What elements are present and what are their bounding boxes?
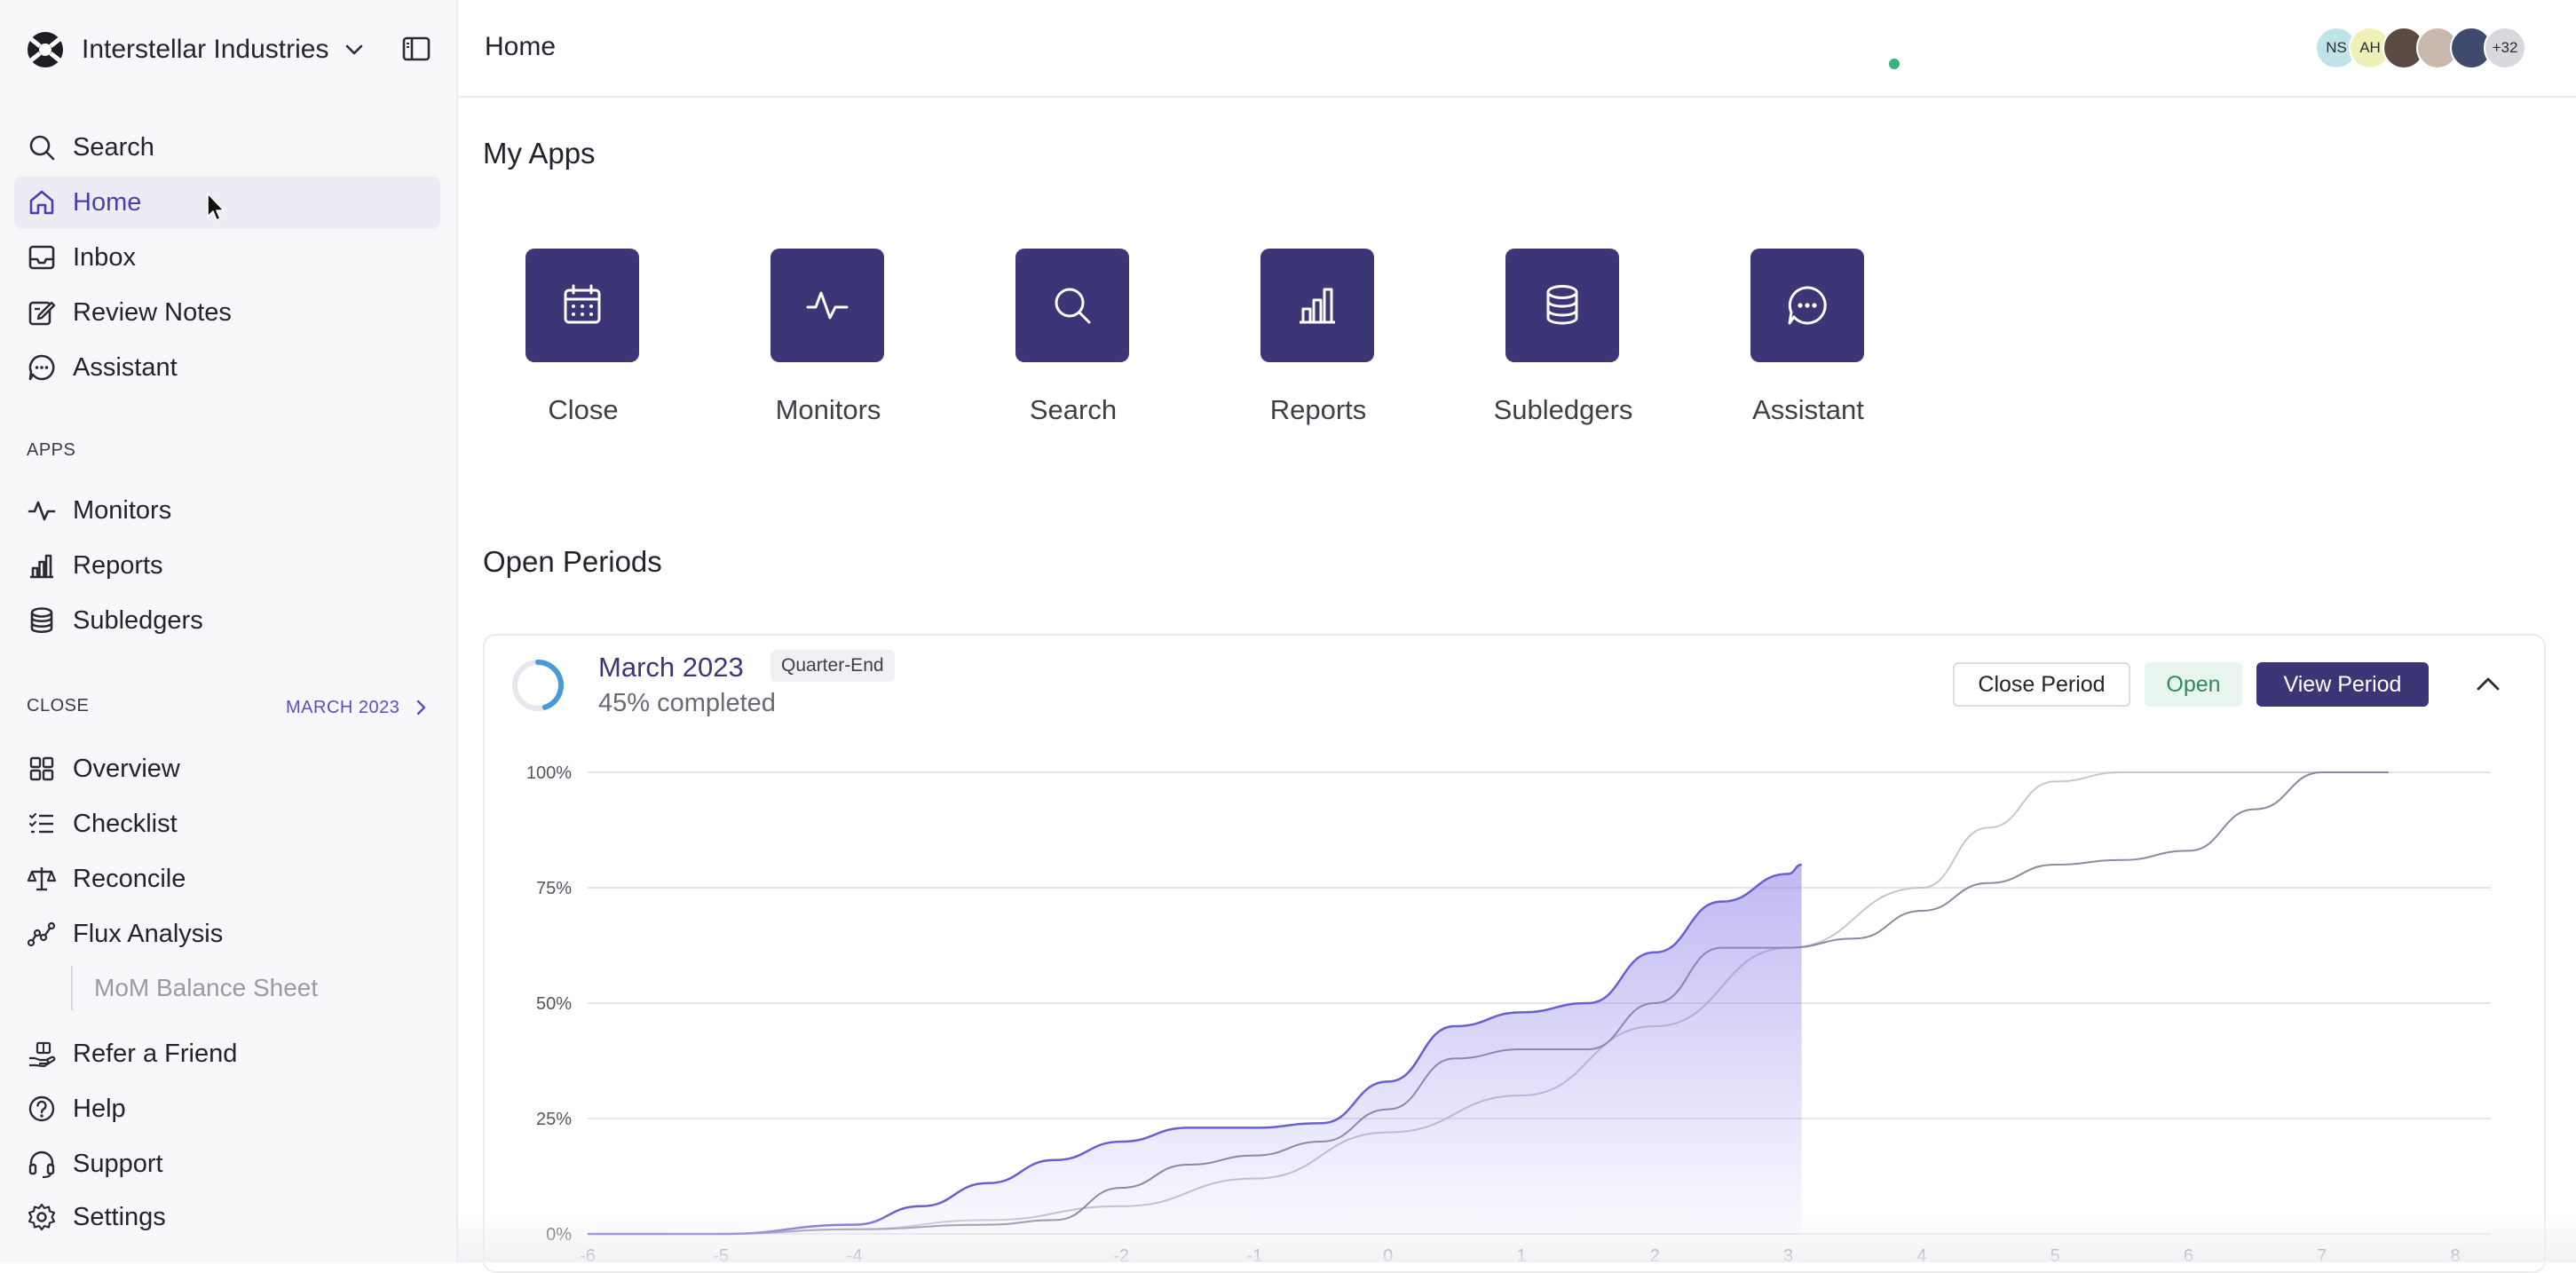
- close-period-link[interactable]: MARCH 2023: [286, 692, 431, 723]
- app-label: Monitors: [775, 394, 881, 425]
- pulse-icon: [28, 501, 56, 521]
- database-icon: [30, 607, 53, 634]
- avatar-initials: NS: [2326, 39, 2347, 56]
- avatar-initials: AH: [2359, 39, 2381, 56]
- trend-icon: [27, 921, 56, 947]
- help-icon: [28, 1095, 55, 1122]
- bar-chart-icon: [30, 554, 53, 579]
- top-bar: Home NS AH +32: [458, 0, 2576, 98]
- sidebar-item-home[interactable]: Home: [14, 176, 440, 229]
- sidebar-item-label: Flux Analysis: [73, 919, 224, 948]
- sidebar-item-label: Reports: [73, 550, 163, 580]
- sidebar-item-reports[interactable]: Reports: [14, 539, 440, 592]
- sidebar-item-settings[interactable]: Settings: [14, 1190, 440, 1244]
- close-period-label: MARCH 2023: [286, 697, 400, 717]
- headset-icon: [28, 1150, 55, 1179]
- page-title: Home: [485, 32, 557, 61]
- sidebar-item-search[interactable]: Search: [14, 121, 440, 174]
- sidebar-item-monitors[interactable]: Monitors: [14, 484, 440, 537]
- app-tile-search[interactable]: Search: [989, 247, 1158, 442]
- sidebar-item-overview[interactable]: Overview: [14, 742, 440, 795]
- app-label: Assistant: [1752, 394, 1864, 425]
- sidebar-item-label: Review Notes: [73, 297, 232, 327]
- home-icon: [29, 190, 54, 215]
- sidebar-item-label: Inbox: [73, 242, 136, 272]
- app-label: Close: [548, 394, 619, 425]
- period-progress-text: 45% completed: [598, 689, 776, 717]
- mouse-cursor-icon: [207, 193, 225, 221]
- sidebar-item-reconcile[interactable]: Reconcile: [14, 852, 440, 905]
- sidebar-item-help[interactable]: Help: [14, 1082, 440, 1135]
- sidebar-item-support[interactable]: Support: [14, 1137, 440, 1190]
- app-tile-subledgers[interactable]: Subledgers: [1479, 247, 1648, 442]
- progress-ring: [512, 660, 564, 711]
- period-type-badge: Quarter-End: [770, 650, 895, 682]
- close-period-button[interactable]: Close Period: [1953, 662, 2130, 707]
- sidebar-item-label: Search: [73, 132, 154, 162]
- app-label: Search: [1029, 394, 1118, 425]
- sidebar-item-review-notes[interactable]: Review Notes: [14, 286, 440, 339]
- calendar-icon: [564, 284, 601, 324]
- app-label: Reports: [1269, 394, 1367, 425]
- sidebar-item-label: Checklist: [73, 809, 178, 838]
- org-name: Interstellar Industries: [82, 35, 329, 64]
- scale-icon: [27, 867, 57, 891]
- app-tile-close[interactable]: Close: [499, 247, 668, 442]
- app-tile-reports[interactable]: Reports: [1234, 247, 1403, 442]
- chevron-down-icon: [346, 44, 363, 55]
- gear-icon: [28, 1203, 56, 1231]
- chevron-up-icon[interactable]: [2469, 666, 2507, 703]
- gift-hand-icon: [29, 1041, 56, 1068]
- period-card: March 2023 Quarter-End 45% completed Clo…: [483, 634, 2546, 1273]
- review-notes-icon: [28, 301, 56, 326]
- app-tile-assistant[interactable]: Assistant: [1724, 247, 1892, 442]
- sidebar-item-label: Monitors: [73, 495, 172, 525]
- sidebar: Interstellar Industries Search Home Inbo…: [0, 0, 458, 1262]
- online-status-dot: [1887, 57, 1901, 71]
- sidebar-item-refer-a-friend[interactable]: Refer a Friend: [14, 1027, 440, 1080]
- sidebar-item-label: Home: [73, 187, 142, 217]
- sidebar-item-label: Reconcile: [73, 864, 186, 893]
- my-apps-heading: My Apps: [483, 137, 596, 170]
- sidebar-item-label: Support: [73, 1149, 163, 1178]
- chat-icon: [1788, 286, 1827, 325]
- app-tile-monitors[interactable]: Monitors: [744, 247, 913, 442]
- apps-section-heading: APPS: [27, 440, 76, 460]
- sidebar-toggle-icon[interactable]: [401, 34, 431, 64]
- view-period-button[interactable]: View Period: [2256, 662, 2429, 707]
- search-icon: [29, 135, 55, 161]
- sidebar-item-label: Help: [73, 1094, 126, 1123]
- search-icon: [1055, 288, 1091, 324]
- avatar-initials: +32: [2492, 39, 2518, 56]
- sidebar-item-label: Assistant: [73, 352, 178, 382]
- org-logo-icon: [28, 32, 63, 67]
- sidebar-item-label: Refer a Friend: [73, 1039, 238, 1068]
- sidebar-subitem-label: MoM Balance Sheet: [94, 974, 319, 1001]
- sidebar-item-label: Subledgers: [73, 605, 203, 635]
- sidebar-item-label: Overview: [73, 754, 180, 783]
- open-periods-heading: Open Periods: [483, 545, 662, 578]
- bar-chart-icon: [1300, 288, 1335, 324]
- period-name[interactable]: March 2023: [598, 652, 744, 683]
- sidebar-item-inbox[interactable]: Inbox: [14, 231, 440, 284]
- sidebar-item-label: Settings: [73, 1202, 166, 1231]
- avatar-overflow-count[interactable]: +32: [2484, 27, 2526, 69]
- chat-icon: [28, 354, 55, 381]
- grid-icon: [29, 756, 54, 781]
- chevron-right-icon: [417, 700, 426, 716]
- close-section-heading: CLOSE: [27, 696, 90, 716]
- inbox-icon: [28, 245, 55, 270]
- sidebar-item-flux-analysis[interactable]: Flux Analysis: [14, 907, 440, 961]
- status-badge: Open: [2145, 662, 2242, 707]
- org-switcher[interactable]: Interstellar Industries: [27, 27, 367, 73]
- sidebar-item-assistant[interactable]: Assistant: [14, 341, 440, 394]
- sidebar-subitem-mom-balance-sheet[interactable]: MoM Balance Sheet: [71, 966, 318, 1010]
- checklist-icon: [28, 812, 53, 834]
- database-icon: [1546, 285, 1578, 325]
- sidebar-item-checklist[interactable]: Checklist: [14, 797, 440, 850]
- app-label: Subledgers: [1493, 394, 1633, 425]
- sidebar-item-subledgers[interactable]: Subledgers: [14, 594, 440, 647]
- pulse-icon: [806, 291, 849, 320]
